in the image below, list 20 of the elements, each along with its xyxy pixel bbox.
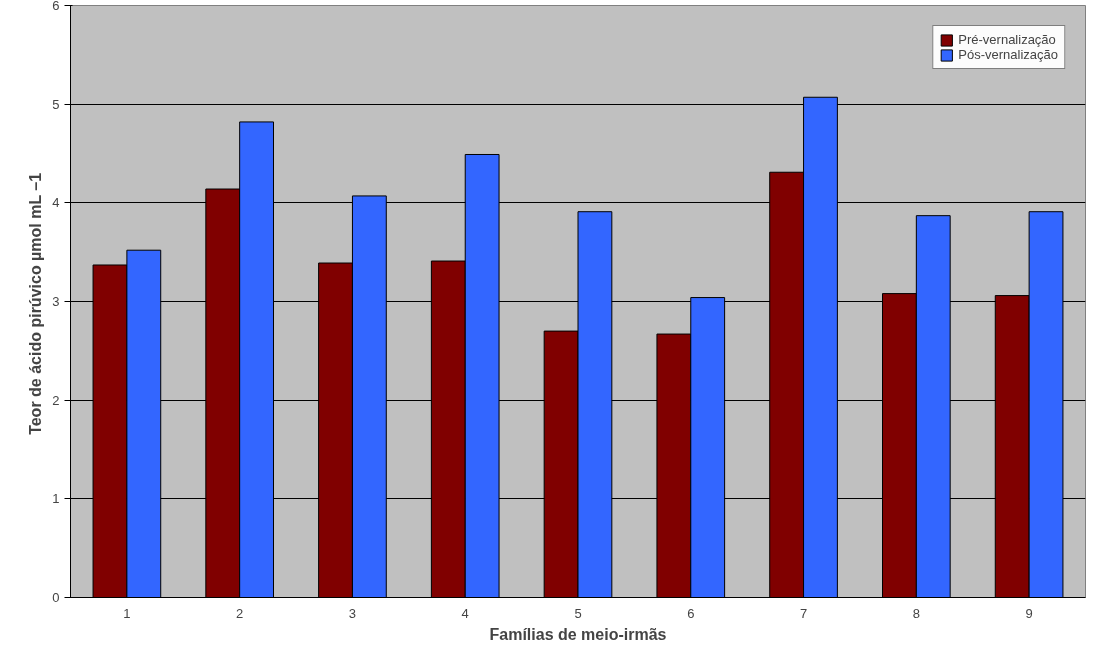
x-tick-label: 7 [799,605,808,621]
y-tick-label: 5 [52,96,60,112]
y-tick-label: 3 [52,294,60,309]
x-tick-label: 4 [461,605,469,621]
y-tick-label: 1 [52,491,60,507]
x-axis-title: Famílias de meio-irmãs [489,625,667,643]
x-tick-label: 8 [912,605,920,621]
x-tick-label: 5 [574,605,582,621]
x-tick-label: 1 [123,605,131,621]
y-tick-label: 6 [52,0,60,13]
x-tick-label: 3 [348,605,357,621]
legend-label: Pré-vernalização [958,32,1056,47]
x-tick-label: 2 [236,605,244,621]
y-axis-title: Teor de ácido pirúvico µmol mL –1 [27,172,45,435]
x-tick-label: 6 [687,605,695,621]
legend-label: Pós-vernalização [958,47,1058,62]
y-tick-label: 4 [52,195,60,211]
y-tick-label: 2 [52,392,60,408]
x-tick-label: 9 [1025,605,1033,621]
y-tick-label: 0 [52,590,60,605]
